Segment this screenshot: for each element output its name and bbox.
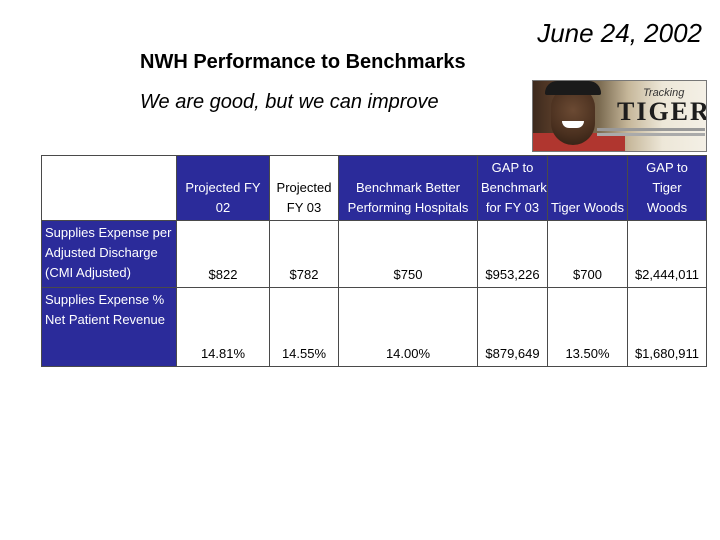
benchmark-table: Projected FY 02 Projected FY 03 Benchmar… (41, 155, 707, 367)
table-row: Supplies Expense per Adjusted Discharge … (41, 220, 707, 288)
column-header: GAP to Benchmark for FY 03 (477, 155, 548, 221)
column-header-empty (41, 155, 177, 221)
page-subtitle: We are good, but we can improve (140, 91, 439, 113)
tracking-tiger-photo: Tracking TIGER (532, 80, 707, 152)
table-cell: 14.55% (269, 287, 339, 367)
table-cell: $782 (269, 220, 339, 288)
photo-cap (545, 81, 601, 95)
table-header-row: Projected FY 02 Projected FY 03 Benchmar… (41, 155, 707, 221)
table-cell: $700 (547, 220, 628, 288)
column-header: Benchmark Better Performing Hospitals (338, 155, 478, 221)
photo-heading-big: TIGER (617, 97, 707, 126)
table-cell: $2,444,011 (627, 220, 707, 288)
table-cell: $953,226 (477, 220, 548, 288)
column-header: GAP to Tiger Woods (627, 155, 707, 221)
table-cell: 14.00% (338, 287, 478, 367)
column-header: Projected FY 02 (176, 155, 270, 221)
table-row: Supplies Expense % Net Patient Revenue 1… (41, 287, 707, 367)
row-label: Supplies Expense % Net Patient Revenue (41, 287, 177, 367)
photo-face (551, 87, 595, 145)
row-label: Supplies Expense per Adjusted Discharge … (41, 220, 177, 288)
table-cell: $1,680,911 (627, 287, 707, 367)
photo-fine-print (597, 128, 705, 131)
column-header: Tiger Woods (547, 155, 628, 221)
photo-smile (562, 121, 584, 128)
photo-heading-small: Tracking (643, 87, 685, 99)
table-cell: $879,649 (477, 287, 548, 367)
table-cell: $750 (338, 220, 478, 288)
date: June 24, 2002 (537, 18, 702, 48)
table-cell: 13.50% (547, 287, 628, 367)
table-cell: 14.81% (176, 287, 270, 367)
table-cell: $822 (176, 220, 270, 288)
page-title: NWH Performance to Benchmarks (140, 51, 466, 73)
column-header: Projected FY 03 (269, 155, 339, 221)
